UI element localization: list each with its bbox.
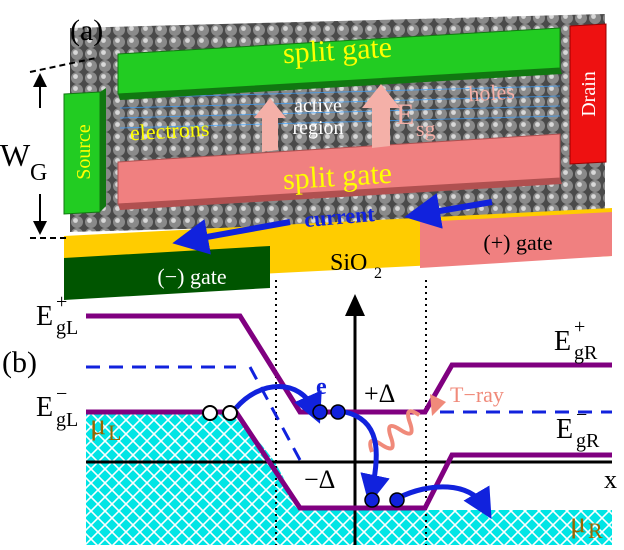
active-region-line2: region — [292, 117, 343, 139]
egr-plus-sup: + — [574, 316, 585, 338]
x-axis-label: x — [604, 465, 617, 494]
current-arrow-left — [172, 219, 291, 255]
positive-gate-label: (+) gate — [483, 230, 552, 255]
egl-plus-main: E — [36, 301, 53, 332]
panel-a: (a) split gate split gate Source Drain e… — [0, 14, 612, 300]
egr-minus-main: E — [556, 414, 573, 445]
mu-r-main: μ — [570, 506, 586, 539]
active-region-line1: active — [294, 95, 342, 117]
panel-b-label: (b) — [2, 346, 37, 379]
mu-l-sub: L — [108, 420, 121, 445]
split-gate-bottom — [117, 133, 561, 205]
oxide-label-sub: 2 — [374, 265, 382, 282]
width-label-sub: G — [30, 160, 47, 186]
electron-dot-1 — [312, 404, 328, 420]
field-arrow-right — [362, 84, 400, 148]
egr-minus-sub: gR — [576, 430, 600, 452]
mu-l-main: μ — [90, 408, 106, 441]
egl-minus-sub: gL — [56, 409, 78, 431]
egl-minus-main: E — [36, 392, 53, 423]
field-arrow-left — [254, 98, 286, 152]
band-upper-edge — [86, 313, 612, 415]
t-ray-label: T−ray — [450, 382, 504, 407]
field-label-sub: sg — [416, 116, 436, 141]
source-contact-side — [100, 88, 106, 212]
current-arrow-right — [404, 193, 493, 229]
egr-plus-sub: gR — [574, 342, 598, 364]
hole-left — [202, 405, 218, 421]
plus-delta-label: +Δ — [364, 379, 395, 408]
egl-plus-sup: + — [56, 291, 67, 313]
t-ray-wave — [368, 409, 421, 453]
t-ray-arrowhead — [430, 394, 446, 416]
split-gate-top — [117, 27, 561, 95]
egl-plus-sub: gL — [56, 317, 78, 339]
mu-cross-dashed — [248, 366, 302, 461]
egr-plus-main: E — [554, 326, 571, 357]
split-gate-bottom-side — [118, 178, 562, 210]
mu-r-sub: R — [588, 518, 603, 543]
electron-dot-4 — [389, 492, 405, 508]
occupied-states-fill — [86, 412, 612, 545]
electron-dot-3 — [364, 492, 380, 508]
split-gate-top-label: split gate — [282, 31, 393, 70]
electron-path-lower — [396, 484, 492, 519]
width-guide-top — [29, 57, 97, 73]
hole-right — [222, 405, 238, 421]
width-label-main: W — [0, 137, 31, 173]
electrons-label: electrons — [129, 116, 210, 146]
panel-b: x (b) E + gL E − — [2, 280, 617, 545]
energy-axis-arrowhead — [345, 294, 365, 316]
holes-label: holes — [468, 79, 516, 107]
electron-path-upper — [234, 384, 322, 424]
positive-gate — [420, 212, 612, 268]
drain-contact — [569, 23, 607, 165]
negative-gate — [64, 246, 270, 300]
electron-path-middle — [344, 409, 390, 505]
graphene-lines — [119, 85, 561, 129]
source-contact — [63, 91, 101, 215]
electron-dot-2 — [330, 404, 346, 420]
field-label-main: E — [396, 98, 414, 131]
drain-label: Drain — [578, 71, 600, 117]
egr-minus-sup: − — [576, 404, 587, 426]
panel-a-label: (a) — [70, 14, 103, 47]
source-label: Source — [73, 124, 95, 180]
minus-delta-label: −Δ — [304, 465, 335, 494]
negative-gate-label: (−) gate — [157, 264, 226, 289]
electron-label: e — [316, 374, 327, 400]
oxide-label-main: SiO — [330, 250, 367, 276]
split-gate-top-side — [118, 68, 562, 100]
split-gate-bottom-label: split gate — [282, 157, 393, 196]
egl-minus-sup: − — [56, 383, 67, 405]
current-label: current — [303, 201, 376, 232]
